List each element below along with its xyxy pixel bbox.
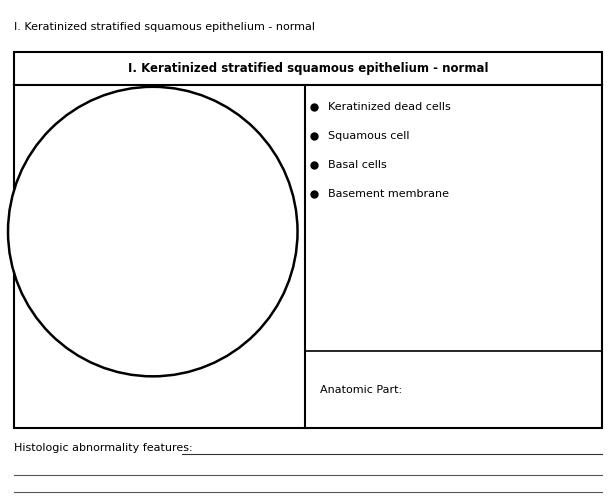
Text: Histologic abnormality features:: Histologic abnormality features: <box>14 443 192 453</box>
Text: Squamous cell: Squamous cell <box>328 131 409 141</box>
Text: Basement membrane: Basement membrane <box>328 189 448 199</box>
Text: I. Keratinized stratified squamous epithelium - normal: I. Keratinized stratified squamous epith… <box>128 62 488 75</box>
Text: I. Keratinized stratified squamous epithelium - normal: I. Keratinized stratified squamous epith… <box>14 22 315 32</box>
Text: Basal cells: Basal cells <box>328 160 386 170</box>
Text: Keratinized dead cells: Keratinized dead cells <box>328 102 450 112</box>
Bar <box>14 52 602 428</box>
Ellipse shape <box>8 87 298 376</box>
Text: Anatomic Part:: Anatomic Part: <box>320 384 402 395</box>
